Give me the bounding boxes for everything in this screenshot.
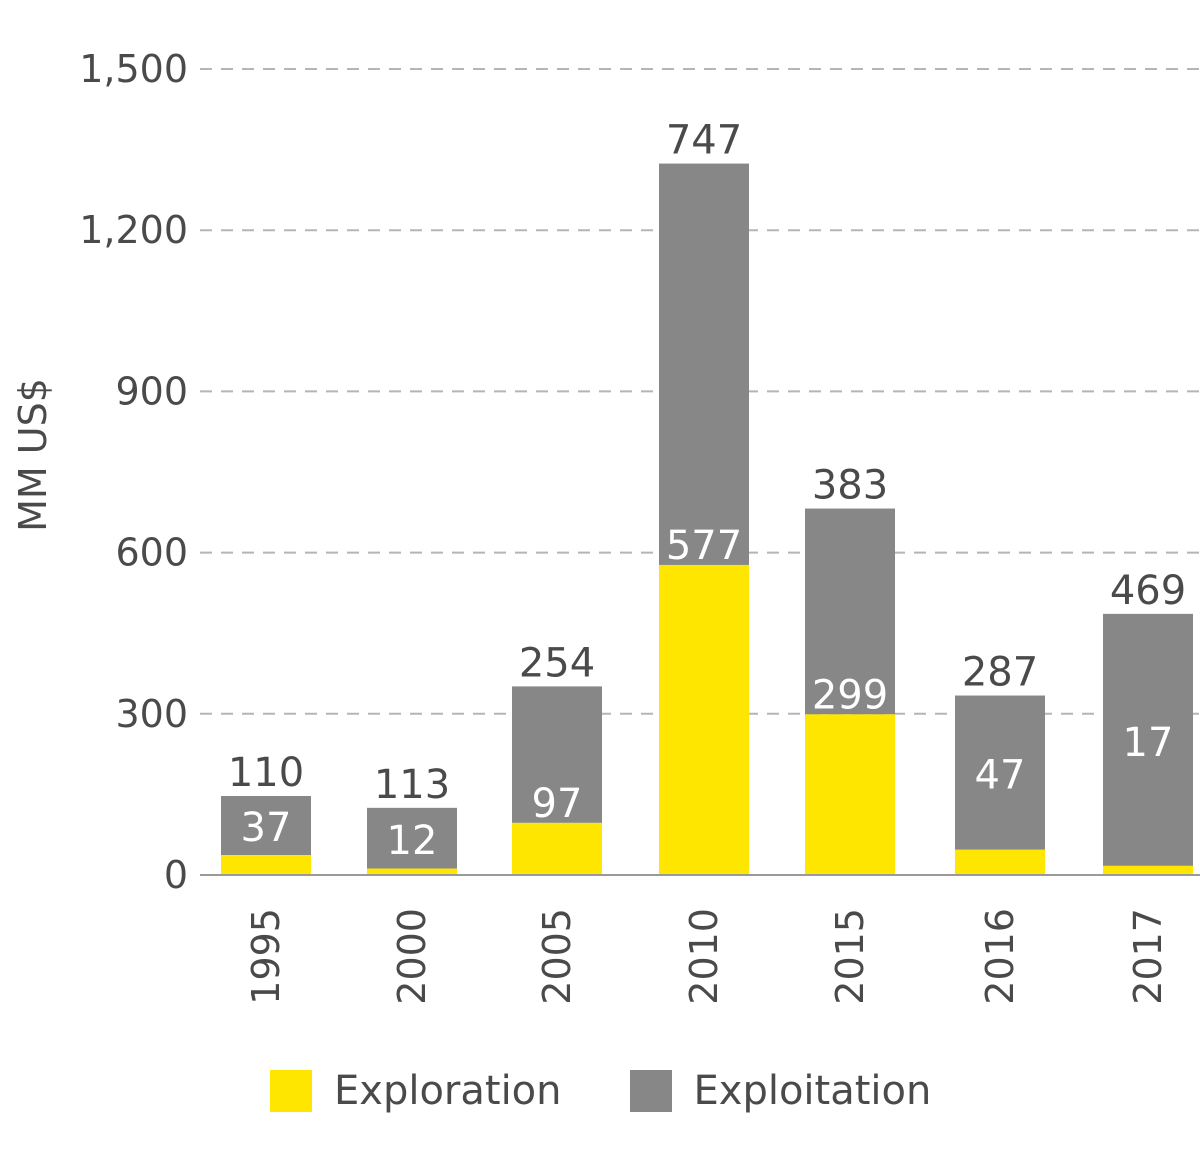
bar-exploitation-2017 [1103,613,1193,866]
data-label-exploration-2000: 12 [387,818,438,864]
y-tick-label: 300 [115,692,188,736]
legend-swatch-exploration [270,1070,312,1112]
data-label-exploration-1995: 37 [241,805,292,851]
legend-item-exploitation: Exploitation [629,1068,932,1114]
data-labels: 110 37 113 12 254 97 747 577 383 299 287 47 469 17 [228,118,1186,865]
legend-label-exploitation: Exploitation [693,1068,932,1114]
bar-exploration-1995 [221,855,311,875]
data-label-exploration-2016: 47 [975,753,1026,799]
data-label-exploitation-1995: 110 [228,750,304,796]
y-tick-label: 1,500 [79,47,188,91]
y-axis-ticks: 0 300 600 900 1,200 1,500 [79,47,188,897]
x-tick-label-2005: 2005 [535,908,579,1005]
y-tick-label: 900 [115,369,188,413]
legend-label-exploration: Exploration [334,1068,562,1114]
bar-exploration-2005 [512,822,602,875]
x-tick-label-2015: 2015 [828,908,872,1005]
data-label-exploitation-2000: 113 [374,762,450,808]
data-label-exploitation-2015: 383 [812,463,888,509]
bar-exploration-2010 [659,564,749,875]
y-tick-label: 1,200 [79,208,188,252]
data-label-exploration-2010: 577 [666,523,742,569]
bar-exploitation-2010 [659,163,749,565]
bar-exploration-2017 [1103,865,1193,875]
bars [221,163,1193,875]
data-label-exploration-2005: 97 [532,781,583,827]
data-label-exploitation-2016: 287 [962,650,1038,696]
data-label-exploration-2017: 17 [1123,720,1174,766]
y-tick-label: 600 [115,531,188,575]
legend-item-exploration: Exploration [270,1068,562,1114]
bar-exploration-2000 [367,868,457,875]
bar-exploitation-2016 [955,695,1045,850]
x-tick-label-2016: 2016 [978,908,1022,1005]
x-tick-label-1995: 1995 [244,908,288,1005]
data-label-exploitation-2005: 254 [519,640,595,686]
bar-exploitation-2015 [805,508,895,715]
data-label-exploitation-2017: 469 [1110,568,1186,614]
bar-exploitation-1995 [221,796,311,856]
x-tick-label-2010: 2010 [682,908,726,1005]
bar-exploitation-2005 [512,686,602,823]
x-tick-label-2000: 2000 [390,908,434,1005]
y-tick-label: 0 [164,853,188,897]
bar-exploration-2016 [955,849,1045,875]
stacked-bar-chart: 0 300 600 900 1,200 1,500 MM US$ 110 37 113 12 25… [11,47,1200,1005]
x-axis-ticks: 1995 2000 2005 2010 2015 2016 2017 [244,908,1170,1005]
data-label-exploitation-2010: 747 [666,118,742,164]
y-axis-label: MM US$ [11,378,55,532]
data-label-exploration-2015: 299 [812,672,888,718]
legend: Exploration Exploitation [270,1068,999,1114]
bar-exploration-2015 [805,714,895,875]
bar-exploitation-2000 [367,807,457,869]
x-tick-label-2017: 2017 [1126,908,1170,1005]
legend-swatch-exploitation [629,1070,672,1112]
